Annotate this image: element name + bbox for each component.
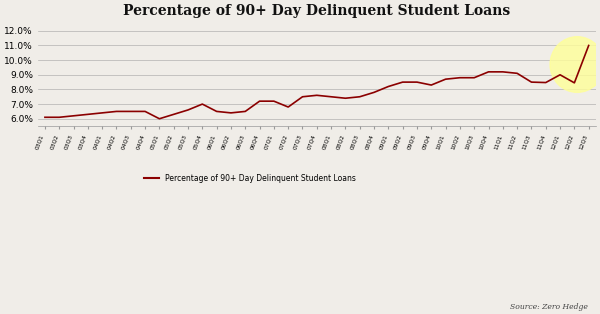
Text: Source: Zero Hedge: Source: Zero Hedge [510,303,588,311]
Title: Percentage of 90+ Day Delinquent Student Loans: Percentage of 90+ Day Delinquent Student… [123,4,511,18]
Ellipse shape [550,37,600,92]
Legend: Percentage of 90+ Day Delinquent Student Loans: Percentage of 90+ Day Delinquent Student… [140,171,359,186]
